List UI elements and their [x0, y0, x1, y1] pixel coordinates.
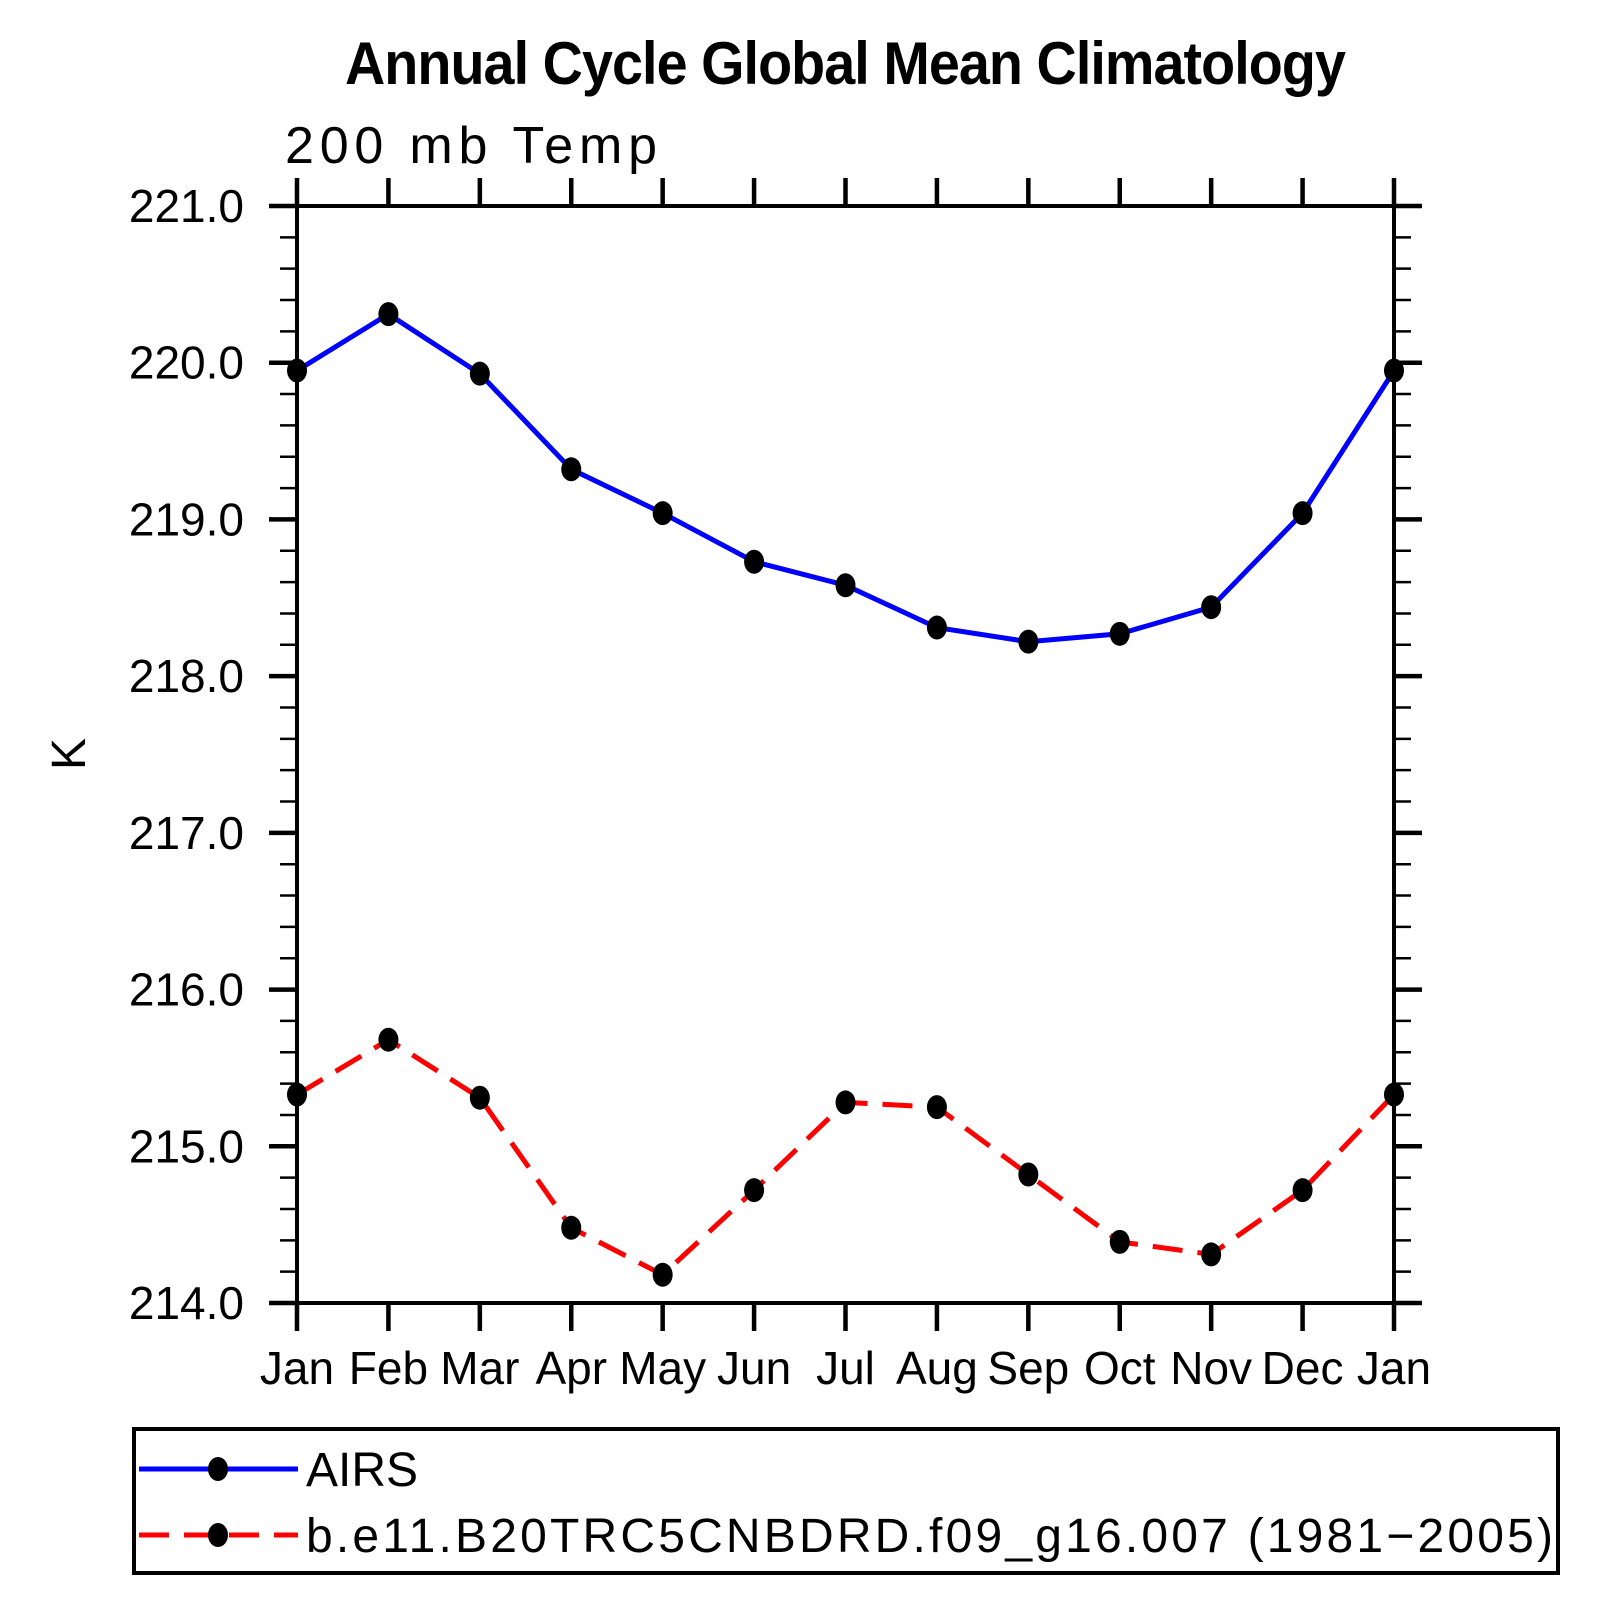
legend-marker-airs-icon: [208, 1457, 228, 1481]
x-tick-label: Feb: [349, 1342, 428, 1394]
data-point-marker: [926, 1095, 947, 1120]
x-tick-label: Mar: [440, 1342, 519, 1394]
data-point-marker: [378, 1027, 399, 1052]
series-line-model: [295, 1036, 1396, 1278]
y-tick-label: 219.0: [129, 493, 244, 545]
legend-marker-model-icon: [208, 1523, 228, 1547]
data-point-marker: [1201, 595, 1222, 620]
x-tick-label: Jul: [816, 1342, 875, 1394]
legend-label-airs: AIRS: [306, 1444, 418, 1497]
data-point-marker: [1384, 358, 1404, 383]
data-point-marker: [1109, 621, 1130, 646]
data-point-marker: [835, 1090, 856, 1115]
data-point-marker: [652, 1262, 673, 1287]
y-tick-label: 220.0: [129, 337, 244, 389]
plot-subtitle: 200 mb Temp: [285, 117, 657, 175]
data-point-marker: [744, 1178, 765, 1203]
data-point-marker: [287, 358, 307, 383]
data-point-marker: [652, 501, 673, 526]
data-point-marker: [287, 1082, 307, 1107]
data-point-marker: [378, 302, 399, 327]
y-axis-title: K: [43, 738, 96, 770]
x-tick-label: Oct: [1084, 1342, 1156, 1394]
plot-area: 214.0 215.0 216.0 217.0 218.0 219.0 220.0 221.0…: [129, 178, 1431, 1394]
data-point-marker: [1018, 1162, 1039, 1187]
x-tick-label: Jan: [260, 1342, 334, 1394]
y-tick-label: 216.0: [129, 964, 244, 1016]
data-point-marker: [926, 615, 947, 640]
data-point-marker: [1292, 1178, 1313, 1203]
x-tick-label: Apr: [535, 1342, 607, 1394]
data-point-marker: [1201, 1242, 1222, 1267]
legend-box: [132, 1427, 1560, 1575]
y-tick-label: 218.0: [129, 650, 244, 702]
legend: AIRS b.e11.B20TRC5CNBDRD.f09_g16.007 (19…: [132, 1427, 1560, 1575]
data-point-marker: [744, 549, 765, 574]
plot-frame: [295, 204, 1396, 1305]
x-tick-label: Jan: [1357, 1342, 1431, 1394]
data-point-marker: [1384, 1082, 1404, 1107]
x-tick-label: Aug: [896, 1342, 978, 1394]
y-tick-label: 214.0: [129, 1277, 244, 1329]
y-tick-label: 217.0: [129, 807, 244, 859]
x-tick-label: May: [619, 1342, 706, 1394]
y-tick-label: 215.0: [129, 1120, 244, 1172]
x-tick-label: Dec: [1262, 1342, 1344, 1394]
data-point-marker: [1292, 501, 1313, 526]
x-tick-label: Jun: [717, 1342, 791, 1394]
page-title: Annual Cycle Global Mean Climatology: [345, 30, 1347, 97]
data-point-marker: [561, 457, 582, 482]
data-point-marker: [561, 1215, 582, 1240]
y-tick-label: 221.0: [129, 180, 244, 232]
data-point-marker: [469, 1085, 490, 1110]
legend-label-model: b.e11.B20TRC5CNBDRD.f09_g16.007 (1981−20…: [306, 1510, 1553, 1563]
data-point-marker: [1018, 629, 1039, 654]
x-tick-label: Sep: [987, 1342, 1069, 1394]
data-point-marker: [469, 361, 490, 386]
data-point-marker: [835, 573, 856, 598]
data-point-marker: [1109, 1229, 1130, 1254]
x-tick-label: Nov: [1170, 1342, 1252, 1394]
